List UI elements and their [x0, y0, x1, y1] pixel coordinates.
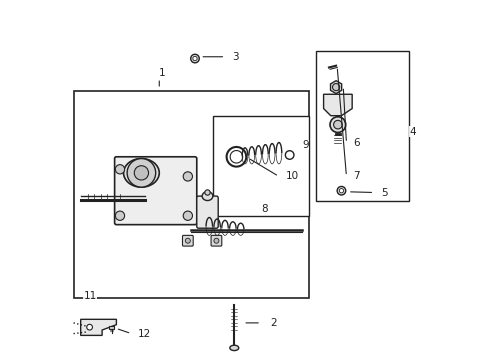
Circle shape: [185, 238, 190, 243]
Text: 2: 2: [270, 318, 277, 328]
Circle shape: [183, 172, 193, 181]
Ellipse shape: [202, 192, 213, 201]
Text: 6: 6: [353, 138, 360, 148]
Circle shape: [337, 186, 346, 195]
Bar: [109, 326, 114, 329]
Text: 12: 12: [138, 329, 151, 339]
Text: 4: 4: [409, 127, 416, 137]
Circle shape: [334, 120, 342, 129]
Ellipse shape: [230, 345, 239, 351]
Circle shape: [87, 324, 93, 330]
Polygon shape: [331, 81, 342, 94]
Ellipse shape: [123, 158, 159, 187]
Text: 10: 10: [286, 171, 299, 181]
Text: 7: 7: [353, 171, 360, 181]
Circle shape: [115, 165, 124, 174]
Bar: [317, 51, 409, 202]
Polygon shape: [81, 319, 117, 336]
FancyBboxPatch shape: [211, 235, 222, 246]
Text: 9: 9: [302, 140, 309, 150]
FancyBboxPatch shape: [197, 196, 218, 228]
Circle shape: [330, 117, 346, 132]
Text: 5: 5: [381, 188, 388, 198]
Circle shape: [333, 84, 340, 91]
Text: 1: 1: [159, 68, 166, 78]
Text: 3: 3: [232, 52, 239, 62]
FancyBboxPatch shape: [182, 235, 193, 246]
Circle shape: [134, 166, 148, 180]
Text: 8: 8: [261, 204, 268, 214]
Circle shape: [127, 158, 156, 187]
Circle shape: [193, 57, 197, 61]
FancyBboxPatch shape: [115, 157, 197, 225]
Bar: [74, 91, 309, 298]
Polygon shape: [323, 94, 352, 116]
Text: 11: 11: [83, 291, 97, 301]
Ellipse shape: [205, 190, 210, 195]
Circle shape: [115, 211, 124, 220]
Circle shape: [183, 211, 193, 220]
Circle shape: [214, 238, 219, 243]
Circle shape: [339, 189, 343, 193]
Bar: [213, 116, 309, 216]
Circle shape: [191, 54, 199, 63]
